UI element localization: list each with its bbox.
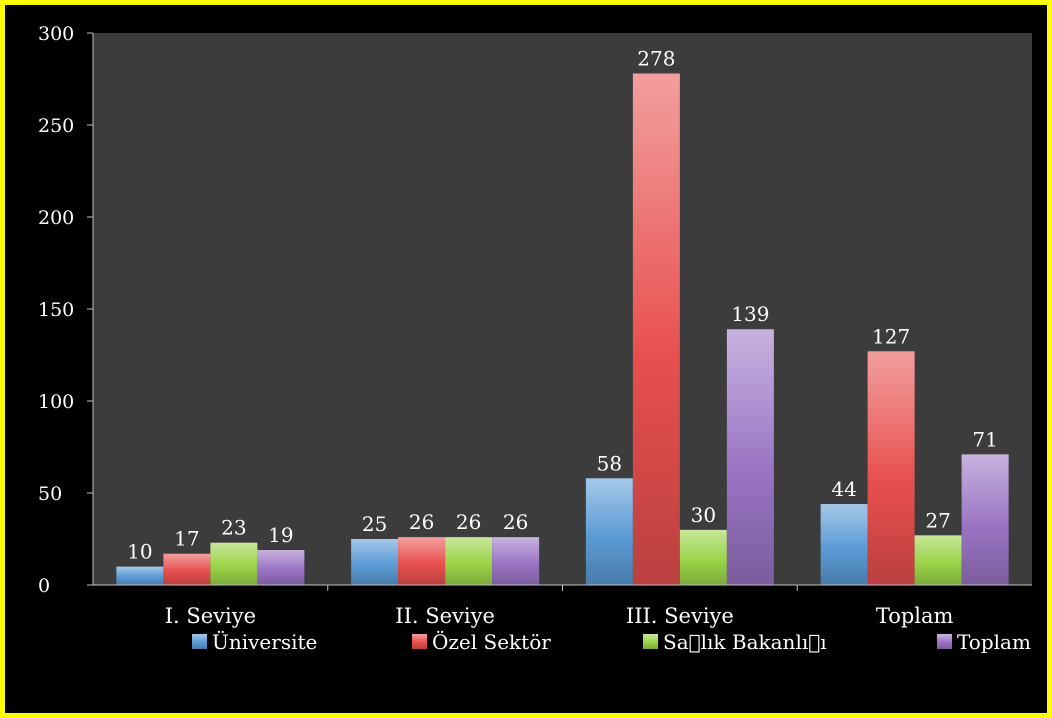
legend-label: Sa lık Bakanlı ı xyxy=(663,630,827,654)
data-label: 19 xyxy=(268,523,293,547)
legend-label: Toplam xyxy=(957,630,1031,654)
legend: Üniversite Özel Sektör Sa lık Bakanlı ı Top… xyxy=(192,629,1031,654)
y-tick-label: 150 xyxy=(38,299,74,321)
data-label: 25 xyxy=(362,512,387,536)
bar xyxy=(398,537,446,585)
bar xyxy=(679,529,727,585)
x-category-label: III. Seviye xyxy=(626,604,734,628)
y-axis: 0 50 100 150 200 250 300 xyxy=(38,23,94,597)
bar xyxy=(163,553,211,585)
x-category-label: II. Seviye xyxy=(395,604,495,628)
bar xyxy=(492,537,540,585)
data-label: 10 xyxy=(127,540,152,564)
bar xyxy=(445,537,493,585)
data-label: 127 xyxy=(872,324,910,348)
x-category-label: I. Seviye xyxy=(165,604,256,628)
data-label: 23 xyxy=(221,516,246,540)
x-category-label: Toplam xyxy=(876,604,954,628)
bar xyxy=(726,329,774,585)
bar xyxy=(351,539,399,585)
data-label: 139 xyxy=(731,302,769,326)
bar xyxy=(914,535,962,585)
data-label: 26 xyxy=(503,510,528,534)
x-axis: I. Seviye II. Seviye III. Seviye Toplam xyxy=(93,584,1032,628)
bar xyxy=(820,504,868,585)
data-label: 27 xyxy=(925,508,950,532)
legend-swatch xyxy=(412,634,427,649)
data-label: 17 xyxy=(174,527,199,551)
y-tick-label: 100 xyxy=(38,391,74,413)
y-tick-label: 300 xyxy=(38,23,74,45)
legend-label: Üniversite xyxy=(212,629,317,654)
data-label: 278 xyxy=(637,46,675,70)
legend-swatch xyxy=(937,634,952,649)
bar xyxy=(210,542,258,585)
bar xyxy=(867,351,915,585)
bar xyxy=(116,566,164,585)
data-label: 26 xyxy=(456,510,481,534)
bar xyxy=(632,73,680,585)
y-tick-label: 0 xyxy=(38,575,50,597)
bar xyxy=(585,478,633,585)
y-tick-label: 200 xyxy=(38,207,74,229)
data-label: 30 xyxy=(691,503,716,527)
bar xyxy=(961,454,1009,585)
legend-label: Özel Sektör xyxy=(432,629,551,654)
data-label: 44 xyxy=(831,477,856,501)
legend-swatch xyxy=(643,634,658,649)
bar xyxy=(257,550,305,585)
y-tick-label: 250 xyxy=(38,115,74,137)
data-label: 71 xyxy=(972,427,997,451)
data-labels-group: 10 17 23 19 25 26 26 26 58 278 30 139 44 127 27 71 xyxy=(127,46,998,563)
data-label: 58 xyxy=(597,451,622,475)
legend-swatch xyxy=(192,634,207,649)
bars-group xyxy=(116,73,1009,585)
y-tick-label: 50 xyxy=(38,483,62,505)
data-label: 26 xyxy=(409,510,434,534)
